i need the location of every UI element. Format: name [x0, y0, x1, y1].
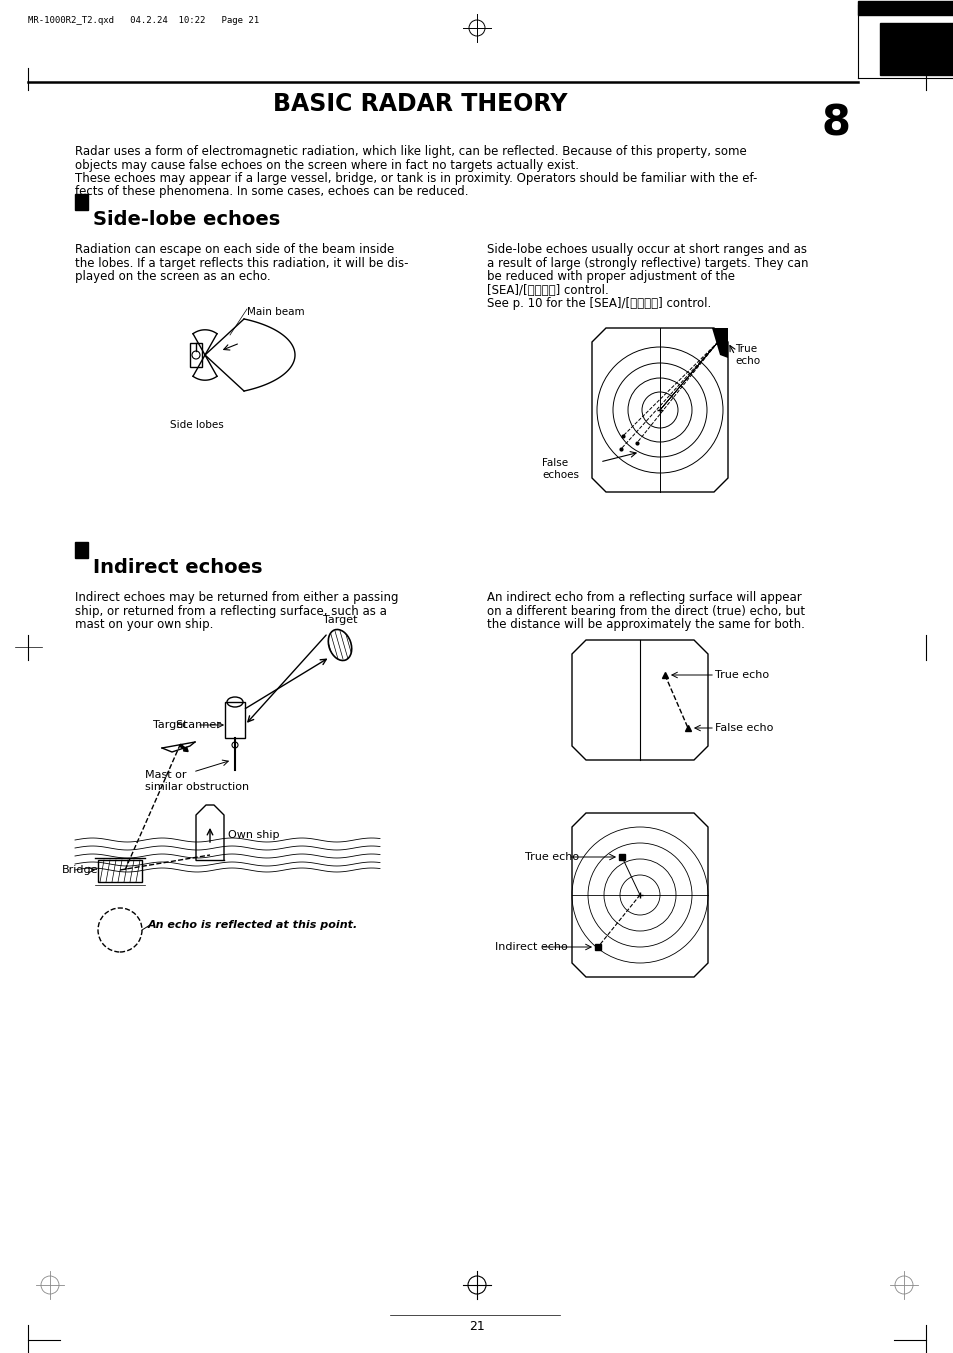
- Text: the distance will be approximately the same for both.: the distance will be approximately the s…: [486, 618, 804, 630]
- Text: True echo: True echo: [714, 670, 768, 681]
- Text: ship, or returned from a reflecting surface, such as a: ship, or returned from a reflecting surf…: [75, 605, 387, 617]
- Text: on a different bearing from the direct (true) echo, but: on a different bearing from the direct (…: [486, 605, 804, 617]
- Text: objects may cause false echoes on the screen where in fact no targets actually e: objects may cause false echoes on the sc…: [75, 158, 578, 172]
- Text: Radiation can escape on each side of the beam inside: Radiation can escape on each side of the…: [75, 244, 394, 256]
- Text: BASIC RADAR THEORY: BASIC RADAR THEORY: [273, 92, 567, 116]
- Text: be reduced with proper adjustment of the: be reduced with proper adjustment of the: [486, 271, 734, 283]
- Bar: [75, 543, 88, 557]
- Text: Scanner: Scanner: [174, 720, 221, 731]
- Text: the lobes. If a target reflects this radiation, it will be dis-: the lobes. If a target reflects this rad…: [75, 257, 408, 269]
- Text: Bridge: Bridge: [62, 865, 98, 875]
- Text: False echo: False echo: [714, 723, 773, 733]
- Text: Indirect echoes: Indirect echoes: [92, 557, 262, 576]
- Text: Radar uses a form of electromagnetic radiation, which like light, can be reflect: Radar uses a form of electromagnetic rad…: [75, 145, 746, 158]
- Text: Side lobes: Side lobes: [170, 419, 224, 430]
- Text: Mast or
similar obstruction: Mast or similar obstruction: [145, 770, 249, 792]
- Text: Side-lobe echoes: Side-lobe echoes: [92, 210, 280, 229]
- Text: 8: 8: [821, 101, 850, 143]
- Bar: [98, 861, 142, 882]
- Text: 21: 21: [469, 1321, 484, 1333]
- Text: Target: Target: [322, 616, 356, 625]
- Text: [SEA]/[海浪抑制] control.: [SEA]/[海浪抑制] control.: [486, 284, 608, 296]
- Text: fects of these phenomena. In some cases, echoes can be reduced.: fects of these phenomena. In some cases,…: [75, 185, 468, 199]
- Text: An echo is reflected at this point.: An echo is reflected at this point.: [148, 920, 358, 930]
- Text: MR-1000R2_T2.qxd   04.2.24  10:22   Page 21: MR-1000R2_T2.qxd 04.2.24 10:22 Page 21: [28, 16, 259, 24]
- Text: Indirect echo: Indirect echo: [495, 942, 567, 953]
- Text: False
echoes: False echoes: [541, 459, 578, 479]
- Text: Indirect echoes may be returned from either a passing: Indirect echoes may be returned from eit…: [75, 591, 398, 603]
- Text: Own ship: Own ship: [228, 829, 279, 840]
- Bar: [75, 193, 88, 210]
- Bar: [879, 23, 953, 74]
- Text: See p. 10 for the [SEA]/[海浪抑制] control.: See p. 10 for the [SEA]/[海浪抑制] control.: [486, 298, 711, 310]
- Text: a result of large (strongly reflective) targets. They can: a result of large (strongly reflective) …: [486, 257, 807, 269]
- Bar: [225, 702, 245, 737]
- Text: True echo: True echo: [524, 852, 578, 862]
- Polygon shape: [711, 327, 727, 359]
- Text: Side-lobe echoes usually occur at short ranges and as: Side-lobe echoes usually occur at short …: [486, 244, 806, 256]
- Text: These echoes may appear if a large vessel, bridge, or tank is in proximity. Oper: These echoes may appear if a large vesse…: [75, 172, 757, 185]
- Text: Main beam: Main beam: [247, 307, 304, 317]
- Text: True
echo: True echo: [734, 344, 760, 365]
- Text: An indirect echo from a reflecting surface will appear: An indirect echo from a reflecting surfa…: [486, 591, 801, 603]
- FancyArrow shape: [179, 744, 188, 751]
- Bar: [857, 1, 953, 15]
- Text: played on the screen as an echo.: played on the screen as an echo.: [75, 271, 271, 283]
- Text: Target: Target: [152, 720, 187, 731]
- Bar: [190, 344, 202, 367]
- Text: mast on your own ship.: mast on your own ship.: [75, 618, 213, 630]
- Ellipse shape: [328, 629, 352, 660]
